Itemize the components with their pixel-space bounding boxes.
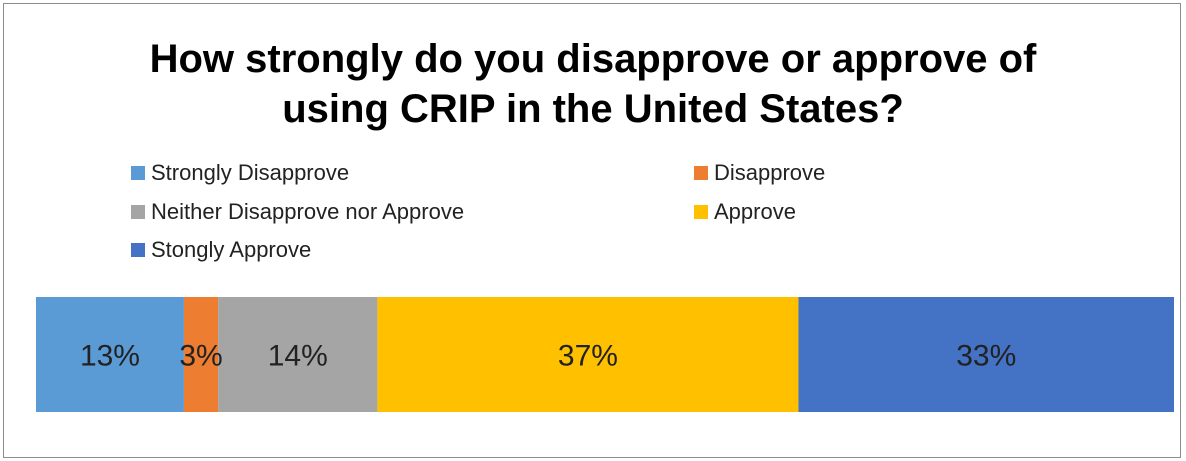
legend-label-strongly-approve: Stongly Approve: [151, 237, 312, 262]
legend-label-neither: Neither Disapprove nor Approve: [151, 199, 465, 224]
legend-item-approve: Approve: [694, 199, 796, 225]
legend-swatch-approve: [694, 205, 708, 219]
legend-swatch-neither: [131, 205, 145, 219]
chart-title-line-1: How strongly do you disapprove or approv…: [149, 37, 1037, 81]
legend-swatch-strongly-approve: [131, 243, 145, 257]
chart-area: How strongly do you disapprove or approv…: [3, 3, 1181, 458]
stacked-bar-plot: 13% 3% 14% 37% 33%: [36, 297, 1174, 412]
legend-label-strongly-disapprove: Strongly Disapprove: [151, 160, 350, 185]
legend-item-strongly-disapprove: Strongly Disapprove: [131, 160, 349, 186]
bar-segment-strongly-disapprove: [36, 297, 184, 412]
legend-item-strongly-approve: Stongly Approve: [131, 237, 311, 263]
legend-item-disapprove: Disapprove: [694, 160, 825, 186]
chart-title-line-2: using CRIP in the United States?: [282, 87, 904, 131]
data-label-disapprove: 3%: [179, 340, 222, 373]
data-label-strongly-disapprove: 13%: [80, 340, 140, 373]
data-label-stongly-approve: 33%: [956, 340, 1016, 373]
bar-segment-stongly-approve: [798, 297, 1174, 412]
legend-label-disapprove: Disapprove: [714, 160, 826, 185]
legend-swatch-strongly-disapprove: [131, 166, 145, 180]
legend-item-neither: Neither Disapprove nor Approve: [131, 199, 464, 225]
legend-label-approve: Approve: [714, 199, 796, 224]
bar-segments: [36, 297, 1174, 412]
data-label-neither-disapprove-nor-approve: 14%: [268, 340, 328, 373]
legend-swatch-disapprove: [694, 166, 708, 180]
chart-title: How strongly do you disapprove or approv…: [4, 34, 1182, 134]
data-labels: 13% 3% 14% 37% 33%: [80, 340, 1016, 373]
chart-legend: Strongly Disapprove Disapprove Neither D…: [4, 4, 1182, 262]
bar-segment-disapprove: [183, 297, 219, 412]
bar-segment-approve: [377, 297, 799, 412]
data-label-approve: 37%: [558, 340, 618, 373]
bar-segment-neither-disapprove-nor-approve: [218, 297, 378, 412]
